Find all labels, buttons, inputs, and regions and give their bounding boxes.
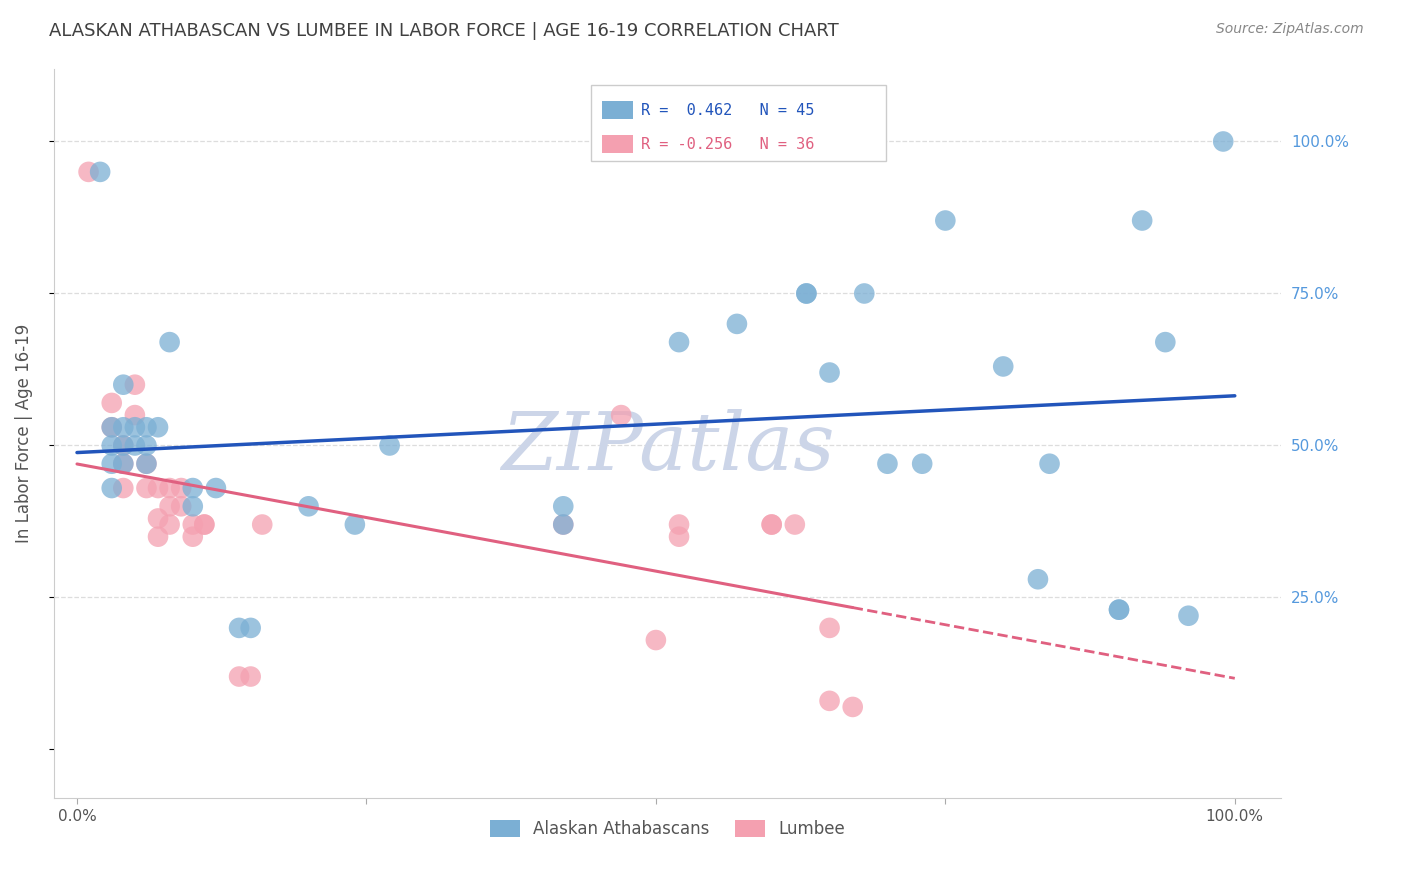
Point xyxy=(100,438,122,452)
Point xyxy=(252,517,274,532)
Point xyxy=(146,420,169,434)
Point xyxy=(725,317,748,331)
Point xyxy=(135,420,157,434)
Point xyxy=(135,457,157,471)
Point xyxy=(181,481,204,495)
Point xyxy=(112,420,135,434)
Y-axis label: In Labor Force | Age 16-19: In Labor Force | Age 16-19 xyxy=(15,324,32,543)
Point xyxy=(1026,572,1049,586)
Point xyxy=(159,517,181,532)
Point xyxy=(796,286,818,301)
Point xyxy=(876,457,898,471)
Point xyxy=(841,700,863,714)
Point xyxy=(668,517,690,532)
Point xyxy=(205,481,228,495)
Point xyxy=(159,335,181,350)
Point xyxy=(610,408,633,422)
Point xyxy=(100,420,122,434)
Point xyxy=(146,530,169,544)
Point xyxy=(124,420,146,434)
Point xyxy=(553,517,575,532)
Point xyxy=(553,517,575,532)
Point xyxy=(1177,608,1199,623)
Point xyxy=(112,481,135,495)
Point xyxy=(170,500,193,514)
Text: Source: ZipAtlas.com: Source: ZipAtlas.com xyxy=(1216,22,1364,37)
Point xyxy=(146,511,169,525)
Point xyxy=(159,481,181,495)
Point xyxy=(796,286,818,301)
Point xyxy=(553,500,575,514)
Point xyxy=(297,500,319,514)
Point xyxy=(135,481,157,495)
Point xyxy=(1130,213,1153,227)
Text: ALASKAN ATHABASCAN VS LUMBEE IN LABOR FORCE | AGE 16-19 CORRELATION CHART: ALASKAN ATHABASCAN VS LUMBEE IN LABOR FO… xyxy=(49,22,839,40)
Point xyxy=(100,420,122,434)
Point xyxy=(228,669,250,683)
Point xyxy=(993,359,1015,374)
Point xyxy=(112,377,135,392)
Text: R =  0.462   N = 45: R = 0.462 N = 45 xyxy=(641,103,814,119)
Point xyxy=(853,286,876,301)
Point xyxy=(77,165,100,179)
Point xyxy=(761,517,783,532)
Point xyxy=(193,517,215,532)
Point xyxy=(378,438,401,452)
Point xyxy=(193,517,215,532)
Point xyxy=(181,500,204,514)
Point xyxy=(818,366,841,380)
Point xyxy=(644,633,666,648)
Point xyxy=(934,213,956,227)
Point xyxy=(124,408,146,422)
Point xyxy=(135,438,157,452)
Point xyxy=(1154,335,1177,350)
Legend: Alaskan Athabascans, Lumbee: Alaskan Athabascans, Lumbee xyxy=(484,813,852,845)
Point xyxy=(239,621,262,635)
Point xyxy=(181,517,204,532)
Point xyxy=(239,669,262,683)
Point xyxy=(170,481,193,495)
Point xyxy=(112,457,135,471)
Point xyxy=(100,481,122,495)
Point xyxy=(228,621,250,635)
Point xyxy=(100,457,122,471)
Point xyxy=(159,500,181,514)
Point xyxy=(112,438,135,452)
Point xyxy=(100,396,122,410)
Point xyxy=(146,481,169,495)
Point xyxy=(761,517,783,532)
Point xyxy=(343,517,366,532)
Point xyxy=(783,517,806,532)
Point xyxy=(668,335,690,350)
Point xyxy=(1108,602,1130,616)
Point xyxy=(1212,135,1234,149)
Point xyxy=(124,377,146,392)
Point xyxy=(89,165,111,179)
Point xyxy=(818,621,841,635)
Point xyxy=(1108,602,1130,616)
Text: ZIPatlas: ZIPatlas xyxy=(501,409,834,487)
Point xyxy=(112,457,135,471)
Text: R = -0.256   N = 36: R = -0.256 N = 36 xyxy=(641,137,814,153)
Point xyxy=(135,457,157,471)
Point xyxy=(818,694,841,708)
Point xyxy=(181,530,204,544)
Point xyxy=(911,457,934,471)
Point xyxy=(668,530,690,544)
Point xyxy=(112,438,135,452)
Point xyxy=(1038,457,1060,471)
Point xyxy=(124,438,146,452)
